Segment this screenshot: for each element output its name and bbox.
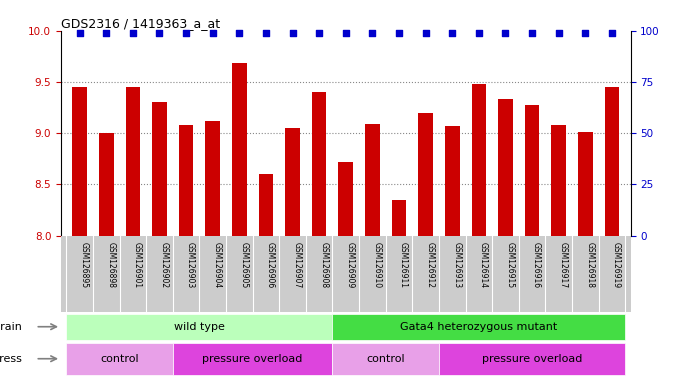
Text: GSM126910: GSM126910 bbox=[372, 242, 382, 288]
Text: pressure overload: pressure overload bbox=[203, 354, 303, 364]
Text: GSM126919: GSM126919 bbox=[612, 242, 621, 288]
Text: GSM126916: GSM126916 bbox=[532, 242, 541, 288]
Text: GSM126902: GSM126902 bbox=[159, 242, 169, 288]
Bar bbox=[551, 125, 566, 235]
Point bbox=[314, 30, 325, 36]
Text: GSM126911: GSM126911 bbox=[399, 242, 408, 288]
Point bbox=[580, 30, 591, 36]
Bar bbox=[332, 343, 439, 374]
Text: GSM126904: GSM126904 bbox=[213, 242, 222, 288]
Bar bbox=[66, 343, 173, 374]
Bar bbox=[312, 92, 327, 235]
Text: GSM126905: GSM126905 bbox=[239, 242, 248, 288]
Text: control: control bbox=[100, 354, 139, 364]
Point bbox=[394, 30, 405, 36]
Text: GSM126903: GSM126903 bbox=[186, 242, 195, 288]
Point bbox=[287, 30, 298, 36]
Bar bbox=[392, 200, 406, 235]
Text: GSM126914: GSM126914 bbox=[479, 242, 488, 288]
Bar bbox=[73, 87, 87, 235]
Point bbox=[447, 30, 458, 36]
Point bbox=[527, 30, 538, 36]
Text: GSM126917: GSM126917 bbox=[559, 242, 567, 288]
Text: GSM126908: GSM126908 bbox=[319, 242, 328, 288]
Bar bbox=[418, 113, 433, 235]
Bar bbox=[173, 343, 332, 374]
Point bbox=[260, 30, 271, 36]
Point bbox=[127, 30, 138, 36]
Point bbox=[607, 30, 618, 36]
Point bbox=[473, 30, 484, 36]
Text: GSM126901: GSM126901 bbox=[133, 242, 142, 288]
Text: GSM126909: GSM126909 bbox=[346, 242, 355, 288]
Text: control: control bbox=[366, 354, 405, 364]
Point bbox=[154, 30, 165, 36]
Point bbox=[553, 30, 564, 36]
Bar bbox=[365, 124, 380, 235]
Text: pressure overload: pressure overload bbox=[482, 354, 582, 364]
Text: GSM126906: GSM126906 bbox=[266, 242, 275, 288]
Bar bbox=[66, 314, 332, 340]
Text: GSM126912: GSM126912 bbox=[426, 242, 435, 288]
Bar bbox=[179, 125, 193, 235]
Point bbox=[420, 30, 431, 36]
Bar bbox=[285, 128, 300, 235]
Text: stress: stress bbox=[0, 354, 22, 364]
Bar bbox=[99, 133, 114, 235]
Text: Gata4 heterozygous mutant: Gata4 heterozygous mutant bbox=[400, 322, 557, 332]
Bar bbox=[258, 174, 273, 235]
Bar bbox=[605, 87, 619, 235]
Bar bbox=[439, 343, 625, 374]
Bar bbox=[445, 126, 460, 235]
Point bbox=[367, 30, 378, 36]
Text: GSM126895: GSM126895 bbox=[79, 242, 89, 288]
Bar bbox=[152, 103, 167, 235]
Point bbox=[340, 30, 351, 36]
Point bbox=[234, 30, 245, 36]
Text: GSM126913: GSM126913 bbox=[452, 242, 461, 288]
Bar bbox=[232, 63, 247, 235]
Text: GSM126907: GSM126907 bbox=[292, 242, 302, 288]
Text: GSM126918: GSM126918 bbox=[585, 242, 595, 288]
Bar bbox=[332, 314, 625, 340]
Bar bbox=[338, 162, 353, 235]
Point bbox=[207, 30, 218, 36]
Point bbox=[180, 30, 191, 36]
Bar bbox=[578, 132, 593, 235]
Text: wild type: wild type bbox=[174, 322, 225, 332]
Text: GDS2316 / 1419363_a_at: GDS2316 / 1419363_a_at bbox=[61, 17, 220, 30]
Text: strain: strain bbox=[0, 322, 22, 332]
Text: GSM126915: GSM126915 bbox=[506, 242, 515, 288]
Bar bbox=[205, 121, 220, 235]
Point bbox=[74, 30, 85, 36]
Point bbox=[500, 30, 511, 36]
Bar bbox=[471, 84, 486, 235]
Bar bbox=[498, 99, 513, 235]
Bar bbox=[525, 106, 540, 235]
Bar bbox=[125, 87, 140, 235]
Point bbox=[101, 30, 112, 36]
Text: GSM126898: GSM126898 bbox=[106, 242, 115, 288]
